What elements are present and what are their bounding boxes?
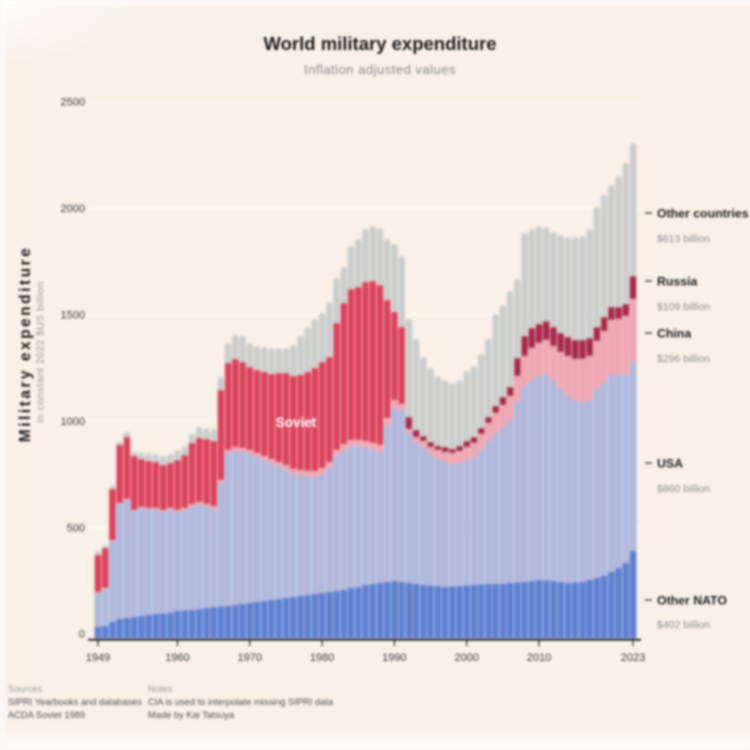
svg-text:Notes: Notes: [148, 684, 173, 694]
svg-text:Russia: Russia: [657, 275, 697, 289]
svg-text:$613 billion: $613 billion: [657, 233, 710, 245]
svg-text:World military expenditure: World military expenditure: [263, 33, 496, 54]
svg-text:China: China: [657, 327, 691, 341]
svg-text:1500: 1500: [61, 310, 85, 322]
svg-text:Made by Kai Tatsuya: Made by Kai Tatsuya: [148, 710, 235, 720]
svg-text:Soviet: Soviet: [276, 415, 317, 430]
svg-text:CIA is used to interpolate mis: CIA is used to interpolate missing SIPRI…: [148, 697, 334, 707]
svg-text:1960: 1960: [165, 652, 189, 664]
svg-text:1000: 1000: [61, 416, 85, 428]
svg-text:ACDA Soviet 1989: ACDA Soviet 1989: [8, 710, 85, 720]
svg-text:$109 billion: $109 billion: [657, 301, 710, 313]
svg-text:1980: 1980: [310, 652, 334, 664]
svg-text:$296 billion: $296 billion: [657, 353, 710, 365]
svg-text:2500: 2500: [61, 97, 85, 109]
svg-text:Other NATO: Other NATO: [657, 594, 727, 608]
svg-text:2023: 2023: [621, 652, 645, 664]
svg-text:$402 billion: $402 billion: [657, 619, 710, 631]
svg-text:2000: 2000: [454, 652, 478, 664]
svg-text:SIPRI Yearbooks and databases: SIPRI Yearbooks and databases: [8, 697, 142, 707]
svg-text:USA: USA: [657, 457, 683, 471]
svg-text:Inflation adjusted values: Inflation adjusted values: [304, 62, 456, 77]
svg-text:1949: 1949: [86, 652, 110, 664]
svg-text:Military expenditure: Military expenditure: [17, 246, 34, 442]
svg-text:in constant 2022 $US billion: in constant 2022 $US billion: [35, 281, 47, 422]
svg-text:Other countries: Other countries: [657, 207, 749, 221]
svg-text:2010: 2010: [527, 652, 551, 664]
svg-text:0: 0: [79, 629, 85, 641]
svg-text:2000: 2000: [61, 203, 85, 215]
svg-text:1990: 1990: [382, 652, 406, 664]
svg-text:1970: 1970: [238, 652, 262, 664]
svg-text:500: 500: [67, 522, 85, 534]
svg-text:$860 billion: $860 billion: [657, 483, 710, 495]
svg-text:Sources: Sources: [8, 684, 42, 694]
